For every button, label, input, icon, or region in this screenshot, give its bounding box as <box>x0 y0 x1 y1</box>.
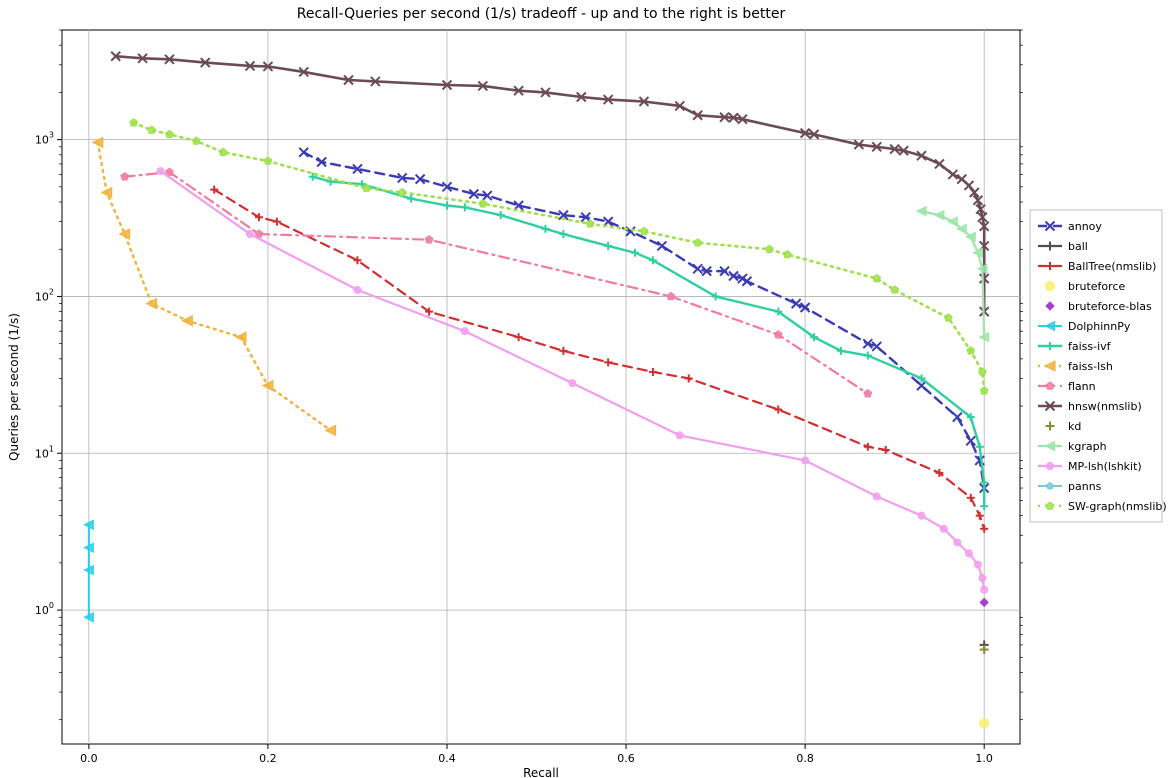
x-tick-label: 1.0 <box>975 752 993 765</box>
legend-item-label: faiss-lsh <box>1068 360 1113 373</box>
chart-container: 0.00.20.40.60.81.0100101102103Recall-Que… <box>0 0 1168 778</box>
legend-item-label: ball <box>1068 240 1088 253</box>
legend: annoy ball BallTree(nmslib) bruteforce brute… <box>1030 210 1167 522</box>
x-tick-label: 0.0 <box>80 752 98 765</box>
x-tick-label: 0.6 <box>617 752 635 765</box>
legend-item-label: SW-graph(nmslib) <box>1068 500 1167 513</box>
x-tick-label: 0.2 <box>259 752 277 765</box>
x-tick-label: 0.8 <box>796 752 814 765</box>
x-tick-label: 0.4 <box>438 752 456 765</box>
legend-item-label: kgraph <box>1068 440 1107 453</box>
legend-item-label: DolphinnPy <box>1068 320 1131 333</box>
legend-item-label: faiss-ivf <box>1068 340 1112 353</box>
legend-item-label: flann <box>1068 380 1096 393</box>
x-axis-label: Recall <box>523 766 559 778</box>
legend-item-label: MP-lsh(lshkit) <box>1068 460 1142 473</box>
chart-svg: 0.00.20.40.60.81.0100101102103Recall-Que… <box>0 0 1168 778</box>
legend-item-label: bruteforce <box>1068 280 1125 293</box>
legend-item-label: panns <box>1068 480 1102 493</box>
series-bruteforce <box>980 719 989 728</box>
y-axis-label: Queries per second (1/s) <box>7 313 21 461</box>
legend-item-label: BallTree(nmslib) <box>1068 260 1156 273</box>
chart-title: Recall-Queries per second (1/s) tradeoff… <box>297 6 786 22</box>
legend-item-label: kd <box>1068 420 1081 433</box>
legend-item-label: bruteforce-blas <box>1068 300 1152 313</box>
legend-item-label: hnsw(nmslib) <box>1068 400 1142 413</box>
legend-item-label: annoy <box>1068 220 1102 233</box>
